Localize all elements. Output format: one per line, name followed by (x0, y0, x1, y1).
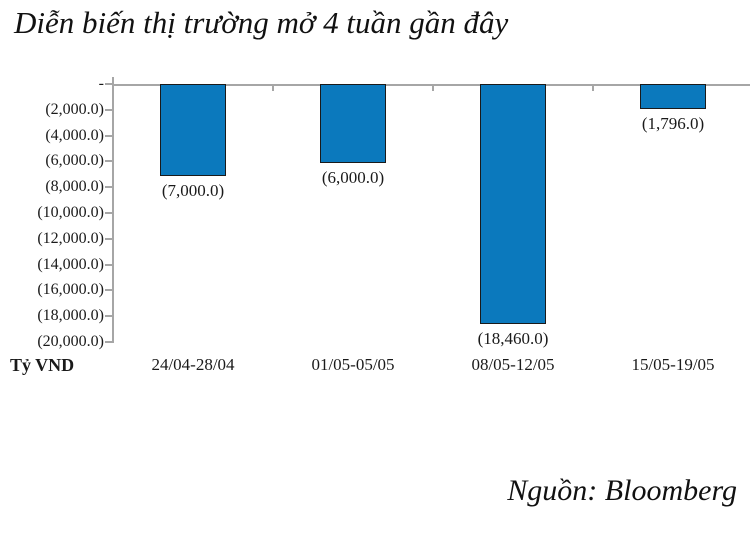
y-tick-mark (105, 83, 112, 85)
y-tick-label: (8,000.0) (45, 178, 104, 196)
bar-value-label: (6,000.0) (321, 168, 385, 187)
y-tick-label: (12,000.0) (37, 229, 104, 247)
y-tick-label: (16,000.0) (37, 281, 104, 299)
bar-value-label: (18,460.0) (477, 329, 549, 348)
y-tick-mark (105, 160, 112, 163)
chart-title: Diễn biến thị trường mở 4 tuần gần đây (14, 5, 509, 40)
y-tick-mark (105, 134, 112, 137)
y-tick-mark (105, 315, 112, 318)
bar (640, 84, 706, 109)
x-tick-mark (432, 84, 434, 91)
y-tick-label: (10,000.0) (37, 204, 104, 221)
y-tick-mark (105, 237, 112, 240)
y-tick-label: (6,000.0) (45, 152, 104, 170)
y-tick-mark (105, 341, 112, 343)
omo-bar-chart: - (2,000.0) (4,000.0) (6,000.0) (8,000.0) (10… (10, 75, 750, 375)
y-tick-label: (4,000.0) (45, 126, 104, 144)
x-category-label: 01/05-05/05 (311, 355, 395, 374)
y-tick-label: (20,000.0) (37, 333, 104, 350)
x-category-label: 24/04-28/04 (151, 355, 235, 374)
x-tick-mark (272, 84, 274, 91)
y-tick-label: (14,000.0) (37, 255, 104, 273)
bar (160, 84, 226, 176)
bar (480, 84, 546, 324)
y-tick-label: (18,000.0) (37, 307, 104, 325)
y-tick-mark (105, 289, 112, 292)
source-note: Nguồn: Bloomberg (507, 474, 737, 507)
y-tick-mark (105, 263, 112, 266)
y-tick-mark (105, 108, 112, 111)
y-tick-mark (105, 186, 112, 189)
bar-value-label: (1,796.0) (641, 114, 705, 133)
x-category-label: 15/05-19/05 (631, 355, 715, 374)
y-tick-mark (105, 212, 112, 214)
x-axis-zero-line (113, 84, 750, 86)
y-tick-label: (2,000.0) (45, 100, 104, 118)
bar-value-label: (7,000.0) (161, 181, 225, 200)
bar (320, 84, 386, 163)
y-axis-line (112, 77, 114, 343)
y-tick-label: - (98, 75, 104, 92)
x-category-label: 08/05-12/05 (471, 355, 555, 374)
x-tick-mark (592, 84, 594, 91)
y-axis-unit-label: Tỷ VND (10, 355, 75, 375)
